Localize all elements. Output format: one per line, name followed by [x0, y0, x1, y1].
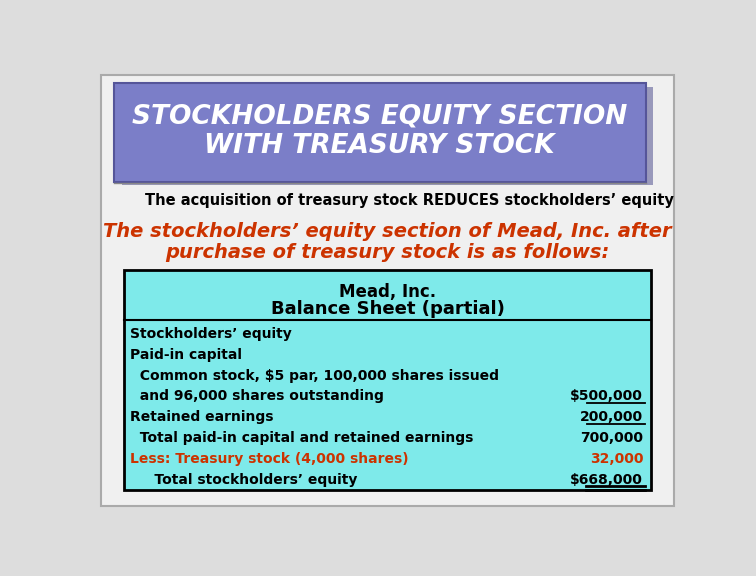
- Text: The stockholders’ equity section of Mead, Inc. after: The stockholders’ equity section of Mead…: [103, 222, 672, 241]
- FancyBboxPatch shape: [101, 75, 674, 506]
- Text: Stockholders’ equity: Stockholders’ equity: [130, 327, 292, 341]
- Text: WITH TREASURY STOCK: WITH TREASURY STOCK: [204, 133, 555, 159]
- Text: Paid-in capital: Paid-in capital: [130, 348, 242, 362]
- Text: Retained earnings: Retained earnings: [130, 410, 274, 424]
- Text: 200,000: 200,000: [580, 410, 643, 424]
- Text: purchase of treasury stock is as follows:: purchase of treasury stock is as follows…: [166, 243, 609, 262]
- FancyBboxPatch shape: [114, 83, 646, 181]
- Text: Common stock, $5 par, 100,000 shares issued: Common stock, $5 par, 100,000 shares iss…: [130, 369, 499, 382]
- Text: Total paid-in capital and retained earnings: Total paid-in capital and retained earni…: [130, 431, 473, 445]
- FancyBboxPatch shape: [124, 270, 651, 490]
- Text: STOCKHOLDERS EQUITY SECTION: STOCKHOLDERS EQUITY SECTION: [132, 104, 627, 130]
- Text: Less: Treasury stock (4,000 shares): Less: Treasury stock (4,000 shares): [130, 452, 409, 466]
- Text: Total stockholders’ equity: Total stockholders’ equity: [130, 472, 358, 487]
- Text: 32,000: 32,000: [590, 452, 643, 466]
- Text: $500,000: $500,000: [570, 389, 643, 403]
- Text: Balance Sheet (partial): Balance Sheet (partial): [271, 300, 504, 317]
- Text: and 96,000 shares outstanding: and 96,000 shares outstanding: [130, 389, 384, 403]
- Text: $668,000: $668,000: [570, 472, 643, 487]
- Text: Mead, Inc.: Mead, Inc.: [339, 283, 436, 301]
- Text: The acquisition of treasury stock REDUCES stockholders’ equity: The acquisition of treasury stock REDUCE…: [145, 192, 674, 207]
- Text: 700,000: 700,000: [580, 431, 643, 445]
- FancyBboxPatch shape: [122, 87, 653, 185]
